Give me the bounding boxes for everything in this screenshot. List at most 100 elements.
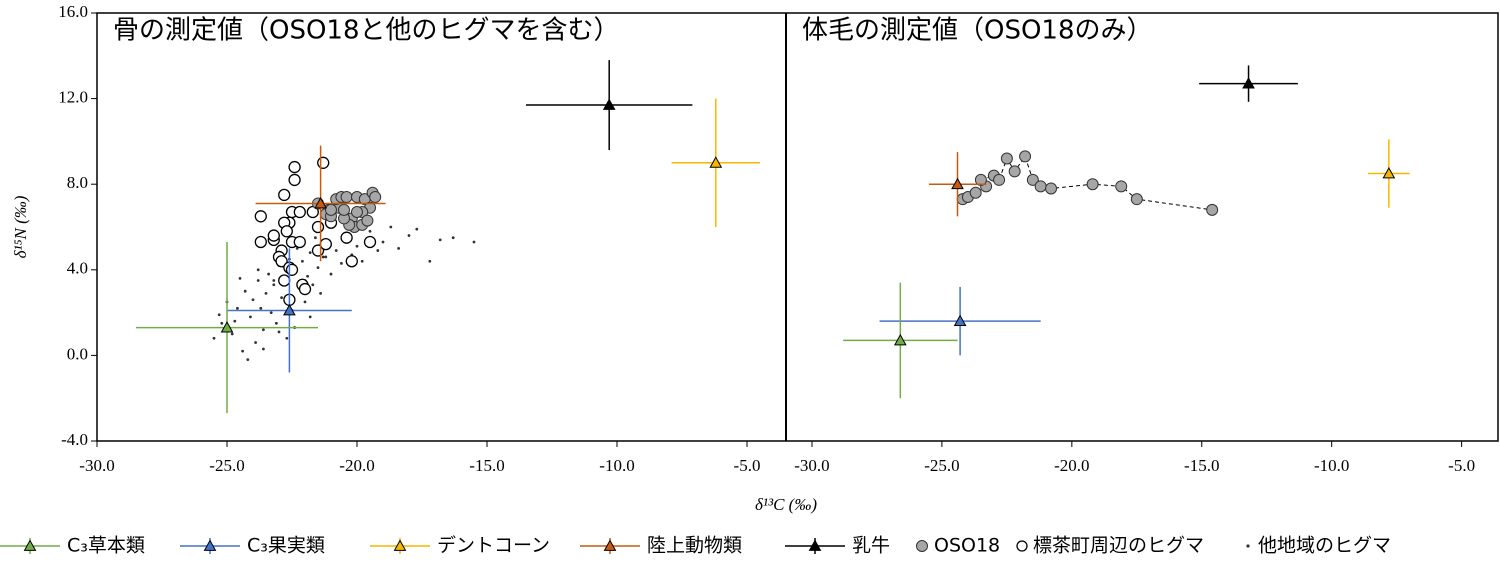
- point: [368, 229, 372, 233]
- legend-marker: [23, 539, 37, 551]
- point: [243, 289, 247, 293]
- point: [316, 266, 320, 270]
- point: [298, 282, 312, 296]
- point: [288, 160, 301, 174]
- point: [275, 321, 278, 325]
- triangle-marker: [314, 196, 327, 209]
- point: [361, 214, 374, 227]
- point: [262, 347, 265, 351]
- x-tick-label: -15.0: [469, 456, 504, 475]
- point: [306, 205, 319, 219]
- point: [254, 210, 267, 223]
- point: [275, 255, 288, 268]
- point: [278, 188, 291, 202]
- x-tick-label: -10.0: [1314, 456, 1349, 475]
- legend-marker: [916, 540, 928, 552]
- point: [993, 173, 1006, 186]
- x-tick-label: -25.0: [924, 456, 959, 475]
- point: [254, 235, 267, 249]
- y-axis-label: δ¹⁵N (‰): [11, 195, 30, 258]
- point: [1008, 165, 1021, 178]
- triangle-marker: [1382, 166, 1396, 179]
- point: [220, 321, 224, 325]
- legend-label: OSO18: [934, 535, 1000, 557]
- point: [355, 244, 359, 248]
- point: [269, 311, 273, 314]
- point: [407, 234, 411, 237]
- x-tick-label: -5.0: [1448, 456, 1475, 475]
- triangle-marker: [602, 98, 616, 110]
- y-tick-label: 8.0: [67, 173, 88, 192]
- point: [397, 247, 400, 250]
- point: [340, 261, 343, 265]
- point: [280, 225, 293, 238]
- point: [329, 272, 333, 276]
- point: [256, 268, 260, 272]
- point: [1026, 173, 1039, 186]
- y-tick-label: 12.0: [58, 88, 88, 107]
- point: [1019, 150, 1032, 163]
- point: [256, 279, 260, 282]
- legend-marker: [393, 539, 407, 551]
- point: [338, 203, 350, 216]
- y-tick-label: 0.0: [67, 344, 88, 363]
- point: [259, 306, 263, 310]
- point: [974, 173, 987, 186]
- point: [345, 255, 358, 268]
- point: [254, 341, 257, 344]
- point: [267, 229, 280, 242]
- point: [317, 156, 330, 169]
- point: [415, 227, 419, 231]
- point: [351, 206, 363, 219]
- point: [438, 238, 442, 242]
- point: [251, 298, 255, 302]
- point: [314, 236, 317, 240]
- point: [360, 259, 364, 263]
- point: [277, 330, 281, 334]
- point: [285, 263, 299, 276]
- point: [241, 349, 245, 353]
- point: [319, 291, 322, 295]
- point: [217, 313, 221, 317]
- y-tick-label: 16.0: [58, 2, 88, 21]
- point: [308, 315, 312, 319]
- legend-label: C₃果実類: [247, 535, 325, 557]
- point: [969, 186, 982, 199]
- point: [1000, 152, 1013, 165]
- point: [301, 259, 304, 263]
- x-axis-label: δ¹³C (‰): [755, 495, 817, 514]
- triangle-marker: [1242, 77, 1255, 89]
- legend-label: C₃草本類: [67, 535, 145, 557]
- x-tick-label: -20.0: [1054, 456, 1089, 475]
- panel-title: 体毛の測定値（OSO18のみ）: [802, 16, 1153, 46]
- point: [334, 249, 338, 252]
- point: [272, 283, 276, 287]
- x-tick-label: -15.0: [1184, 456, 1219, 475]
- point: [389, 225, 393, 229]
- point: [238, 276, 242, 280]
- point: [306, 274, 309, 278]
- triangle-marker: [953, 314, 967, 327]
- point: [311, 220, 325, 234]
- legend-marker: [1016, 540, 1028, 552]
- point: [272, 279, 276, 282]
- point: [325, 203, 337, 216]
- x-tick-label: -10.0: [599, 456, 634, 475]
- x-tick-label: -30.0: [79, 456, 114, 475]
- point: [249, 315, 252, 319]
- point: [278, 274, 291, 287]
- y-tick-label: -4.0: [61, 430, 88, 449]
- point: [233, 319, 237, 323]
- point: [264, 291, 268, 295]
- point: [308, 251, 312, 255]
- point: [236, 306, 239, 310]
- triangle-marker: [709, 156, 723, 168]
- legend-label: 他地域のヒグマ: [1258, 535, 1391, 557]
- point: [246, 358, 250, 362]
- point: [451, 236, 455, 240]
- point: [288, 173, 301, 187]
- point: [363, 235, 377, 249]
- x-tick-label: -25.0: [209, 456, 244, 475]
- point: [472, 240, 476, 244]
